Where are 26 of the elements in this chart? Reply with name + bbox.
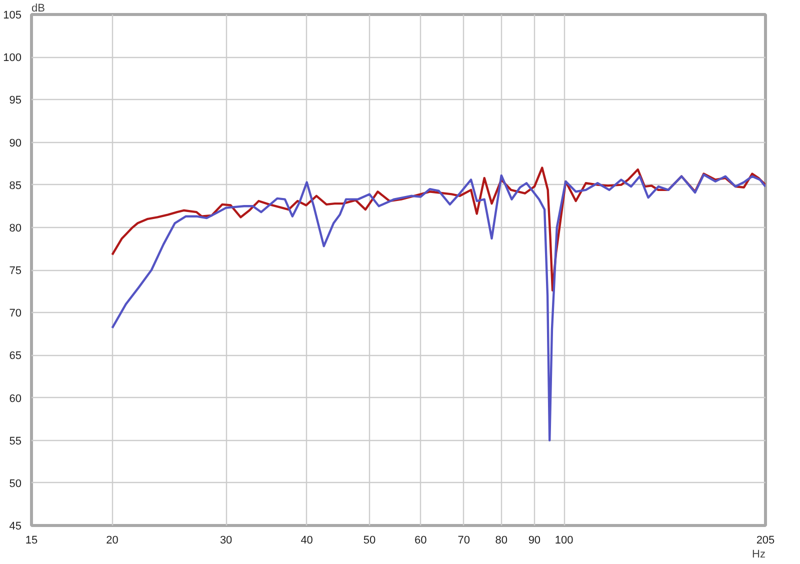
y-tick-label: 60 [9,392,22,405]
x-tick-label: 40 [300,534,313,546]
y-tick-label: 100 [3,52,22,64]
y-tick-label: 80 [9,222,22,234]
x-tick-label: 50 [363,534,376,546]
x-tick-label: 80 [495,534,508,546]
y-tick-label: 105 [3,10,22,22]
y-tick-label: 55 [9,435,22,448]
x-tick-label: 15 [25,534,38,546]
y-axis-title: dB [32,2,45,14]
x-tick-label: 205 [756,534,775,546]
y-tick-label: 45 [9,520,22,532]
y-tick-label: 65 [9,350,22,362]
y-tick-label: 85 [9,180,22,192]
y-tick-label: 90 [9,137,22,150]
x-tick-label: 30 [220,534,232,546]
x-tick-label: 90 [528,534,541,546]
x-tick-label: 70 [458,534,470,546]
y-tick-label: 70 [9,308,22,320]
x-tick-label: 60 [414,534,427,546]
x-axis-title: Hz [752,548,766,560]
y-tick-label: 75 [9,265,22,277]
y-tick-label: 50 [9,478,22,490]
x-tick-label: 20 [106,534,118,546]
x-tick-label: 100 [554,534,574,546]
y-tick-label: 95 [9,94,22,107]
